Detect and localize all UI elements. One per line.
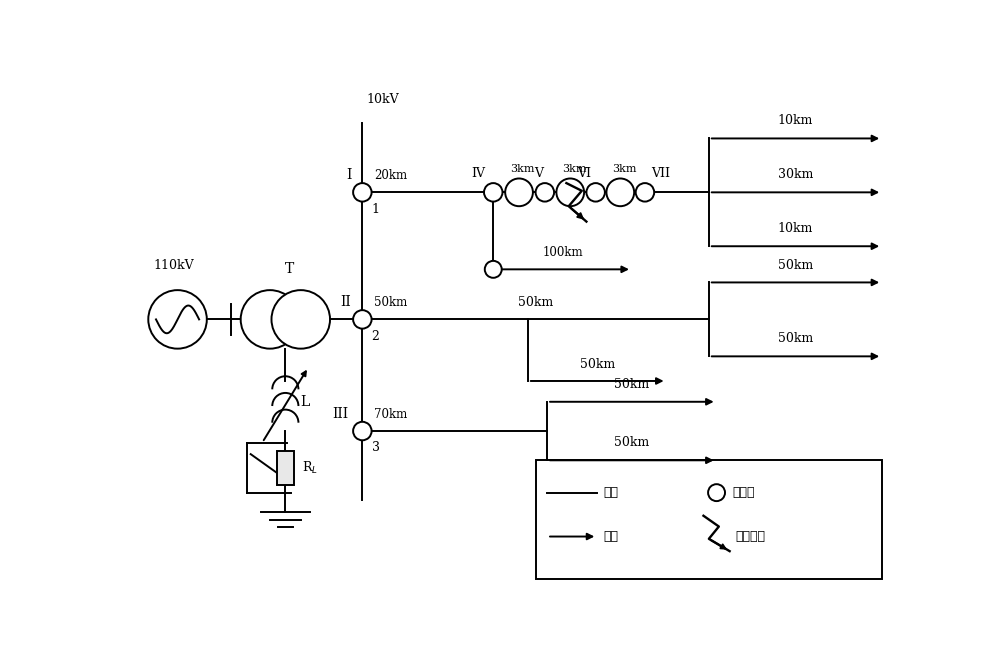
Circle shape bbox=[708, 484, 725, 501]
Text: 50km: 50km bbox=[778, 259, 813, 272]
Text: IV: IV bbox=[471, 166, 485, 180]
Text: 50km: 50km bbox=[614, 436, 649, 449]
Text: 3km: 3km bbox=[562, 165, 586, 174]
Text: 2: 2 bbox=[372, 330, 379, 343]
Circle shape bbox=[556, 178, 584, 206]
Circle shape bbox=[505, 178, 533, 206]
Text: 50km: 50km bbox=[580, 358, 615, 370]
Text: I: I bbox=[346, 168, 351, 182]
Text: 10kV: 10kV bbox=[366, 93, 399, 107]
Circle shape bbox=[353, 183, 372, 202]
Text: 检测点: 检测点 bbox=[732, 486, 754, 499]
Circle shape bbox=[485, 261, 502, 278]
Text: 30km: 30km bbox=[778, 168, 813, 181]
Circle shape bbox=[586, 183, 605, 202]
Text: 50km: 50km bbox=[374, 296, 407, 309]
Circle shape bbox=[353, 422, 372, 440]
Text: 110kV: 110kV bbox=[153, 259, 194, 272]
Text: 70km: 70km bbox=[374, 408, 407, 421]
Text: 10km: 10km bbox=[778, 115, 813, 127]
Text: V: V bbox=[534, 166, 543, 180]
Text: 50km: 50km bbox=[778, 332, 813, 345]
Text: 负荷: 负荷 bbox=[603, 530, 618, 543]
Text: ③: ③ bbox=[617, 188, 623, 197]
Text: ①: ① bbox=[516, 188, 522, 197]
Circle shape bbox=[353, 310, 372, 328]
Text: 50km: 50km bbox=[518, 296, 553, 309]
Text: 线路: 线路 bbox=[603, 486, 618, 499]
Text: 10km: 10km bbox=[778, 222, 813, 235]
Text: L: L bbox=[301, 395, 310, 409]
Text: 1: 1 bbox=[372, 202, 380, 216]
Text: 50km: 50km bbox=[614, 378, 649, 392]
FancyBboxPatch shape bbox=[536, 460, 882, 579]
Text: 3km: 3km bbox=[613, 165, 637, 174]
Text: ②: ② bbox=[567, 188, 573, 197]
Text: 100km: 100km bbox=[542, 246, 583, 259]
Text: 3km: 3km bbox=[510, 165, 535, 174]
FancyBboxPatch shape bbox=[277, 451, 294, 486]
Circle shape bbox=[484, 183, 502, 202]
Text: 3: 3 bbox=[372, 442, 380, 454]
Text: T: T bbox=[285, 262, 294, 276]
Circle shape bbox=[606, 178, 634, 206]
Text: VI: VI bbox=[577, 166, 591, 180]
Circle shape bbox=[636, 183, 654, 202]
Text: II: II bbox=[340, 296, 351, 310]
Text: 20km: 20km bbox=[374, 169, 407, 182]
Circle shape bbox=[241, 290, 299, 348]
Circle shape bbox=[536, 183, 554, 202]
Text: 故障位置: 故障位置 bbox=[736, 530, 766, 543]
Text: III: III bbox=[333, 407, 349, 421]
Text: VII: VII bbox=[651, 166, 670, 180]
Circle shape bbox=[271, 290, 330, 348]
Text: R$_L$: R$_L$ bbox=[302, 460, 318, 476]
